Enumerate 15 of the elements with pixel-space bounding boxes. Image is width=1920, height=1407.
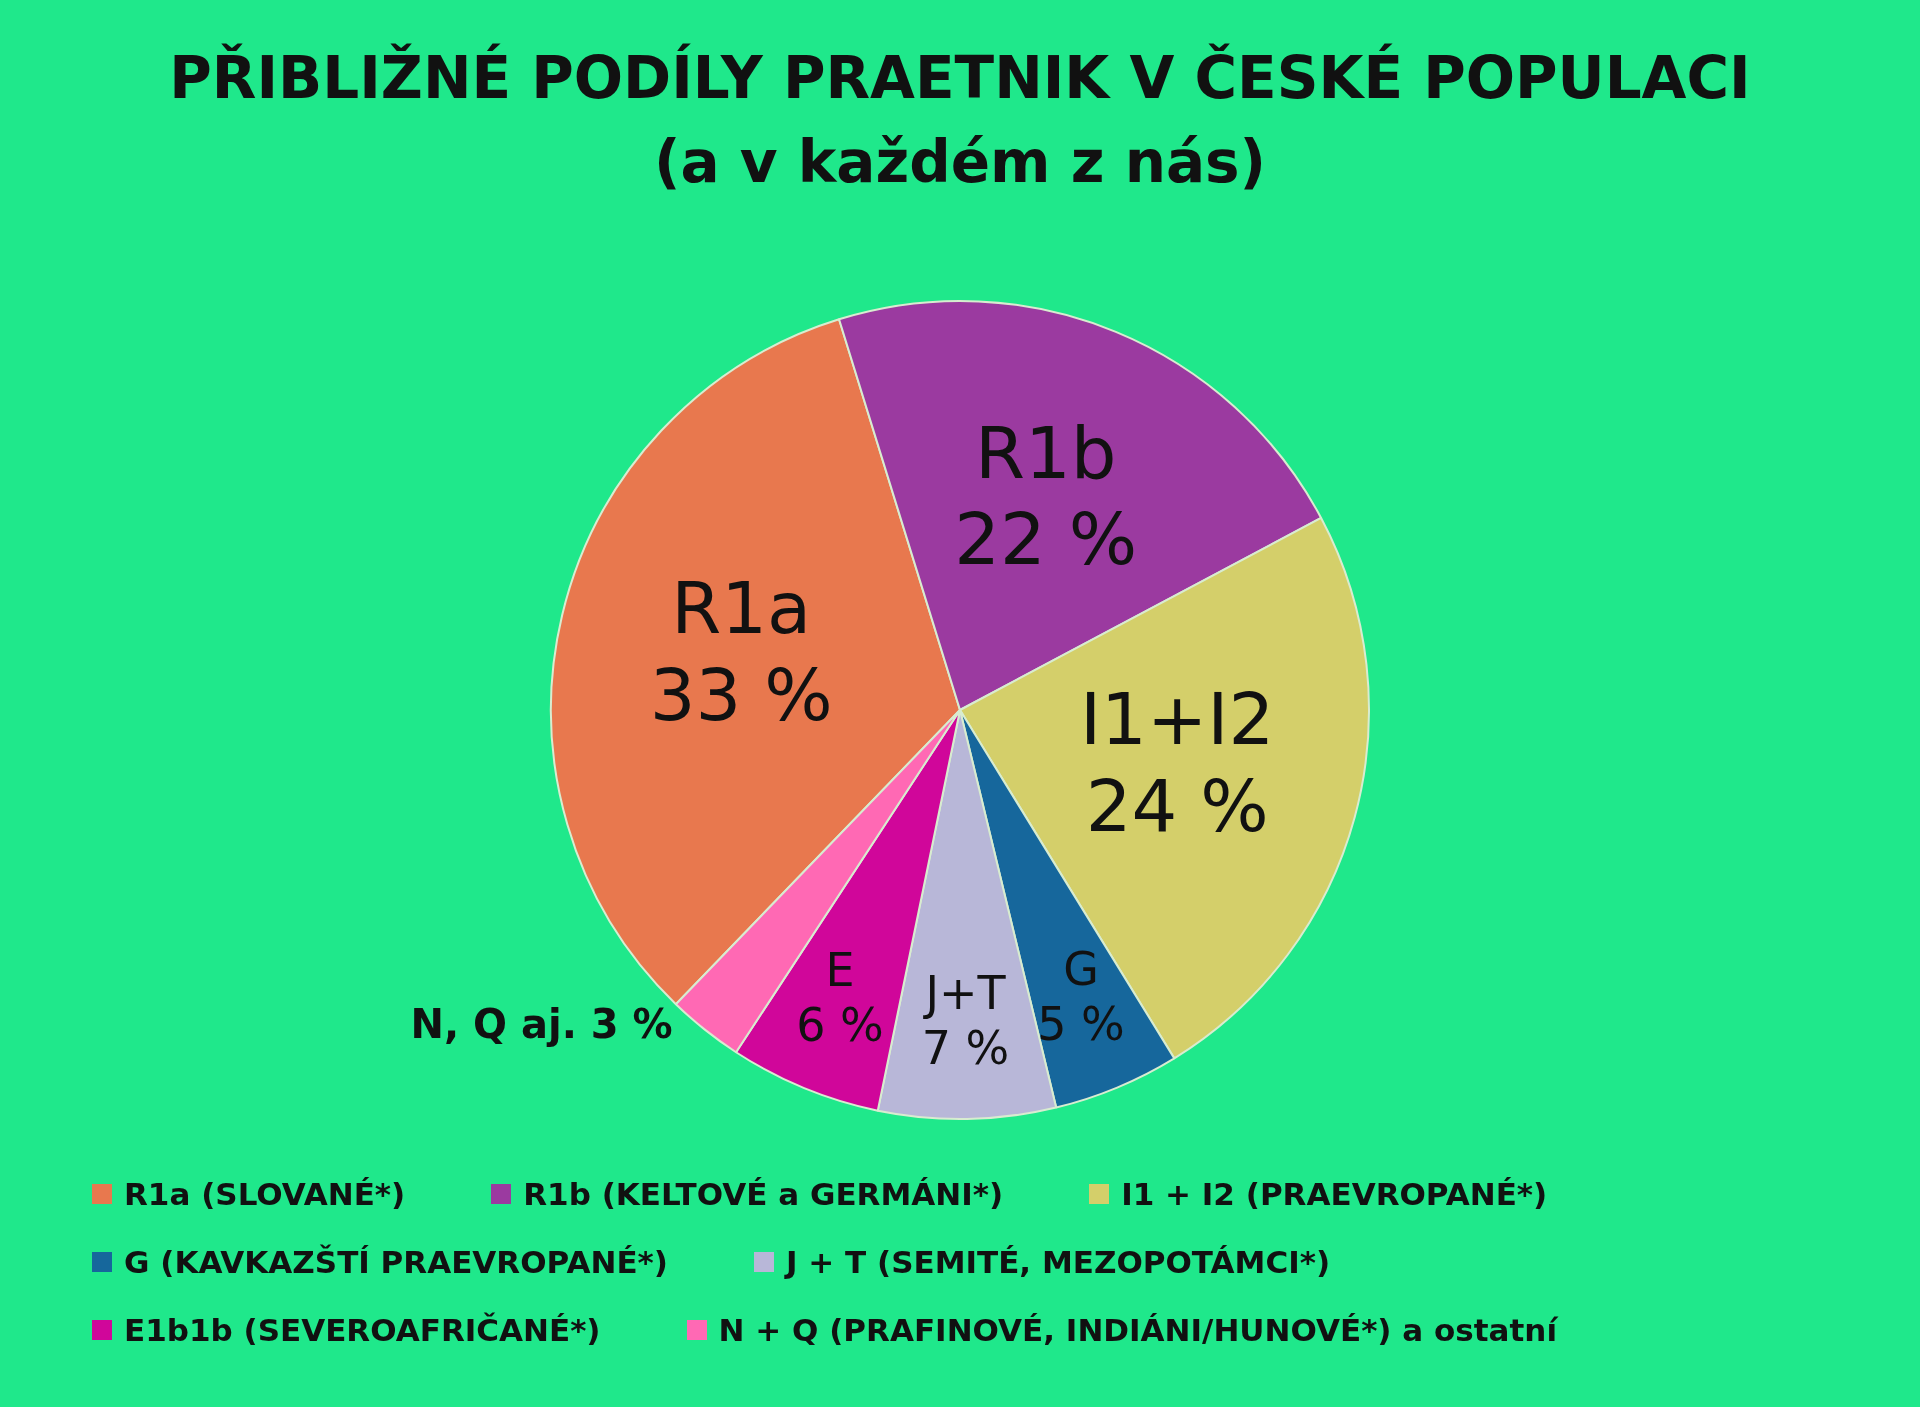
data-label: G 5 %	[1037, 942, 1125, 1052]
data-label: I1+I2 24 %	[1079, 677, 1275, 848]
legend-label: I1 + I2 (PRAEVROPANÉ*)	[1121, 1176, 1548, 1212]
data-label: R1b 22 %	[954, 410, 1138, 581]
data-label: J+T 7 %	[921, 966, 1010, 1076]
chart-title: PŘIBLIŽNÉ PODÍLY PRAETNIK V ČESKÉ POPULACI (a v každém z nás)	[168, 42, 1752, 198]
data-label: N, Q aj. 3 %	[410, 1000, 673, 1047]
legend-label: G (KAVKAZŠTÍ PRAEVROPANÉ*)	[124, 1244, 668, 1280]
legend-label: N + Q (PRAFINOVÉ, INDIÁNI/HUNOVÉ*) a ostatní	[718, 1312, 1558, 1348]
legend-label: J + T (SEMITÉ, MEZOPOTÁMCI*)	[785, 1244, 1331, 1280]
legend-label: E1b1b (SEVEROAFRIČANÉ*)	[124, 1312, 601, 1348]
legend-label: R1a (SLOVANÉ*)	[124, 1176, 406, 1212]
data-label: R1a 33 %	[649, 566, 833, 737]
data-label: E 6 %	[796, 942, 884, 1052]
legend-label: R1b (KELTOVÉ a GERMÁNI*)	[523, 1176, 1004, 1212]
